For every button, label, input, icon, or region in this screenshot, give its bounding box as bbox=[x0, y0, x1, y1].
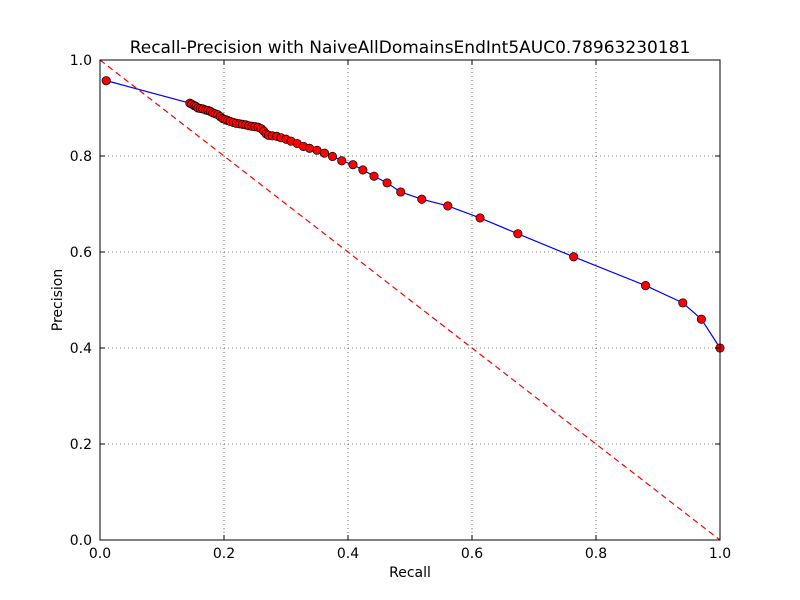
data-point bbox=[513, 229, 523, 239]
data-point bbox=[641, 281, 651, 291]
y-tick-label: 1.0 bbox=[70, 53, 92, 69]
data-point bbox=[319, 148, 329, 158]
x-tick-label: 0.6 bbox=[461, 546, 483, 562]
data-point bbox=[417, 194, 427, 204]
data-point bbox=[569, 252, 579, 262]
plot-area-frame bbox=[99, 59, 721, 541]
chart-title: Recall-Precision with NaiveAllDomainsEnd… bbox=[130, 38, 691, 58]
y-tick-label: 0.2 bbox=[70, 437, 92, 453]
x-tick-label: 0.0 bbox=[89, 546, 111, 562]
data-point bbox=[382, 178, 392, 188]
grid bbox=[100, 60, 720, 540]
x-tick-label: 0.2 bbox=[213, 546, 235, 562]
y-axis-label: Precision bbox=[50, 269, 66, 331]
series-layer bbox=[99, 59, 725, 541]
data-point bbox=[337, 156, 347, 166]
x-tick-label: 1.0 bbox=[709, 546, 731, 562]
x-axis-label: Recall bbox=[389, 565, 431, 581]
data-point bbox=[358, 165, 368, 175]
data-point bbox=[696, 314, 706, 324]
y-tick-label: 0.8 bbox=[70, 149, 92, 165]
data-point bbox=[101, 76, 111, 86]
random-baseline-line bbox=[99, 59, 721, 541]
ticks: 0.0 0.2 0.4 0.6 0.8 1.0 0.0 0.2 0.4 0.6 0.8 1.0 bbox=[70, 53, 731, 562]
x-tick-label: 0.4 bbox=[337, 546, 359, 562]
y-tick-label: 0.4 bbox=[70, 341, 92, 357]
data-point bbox=[348, 160, 358, 170]
data-point bbox=[475, 213, 485, 223]
data-point bbox=[305, 143, 315, 153]
data-point bbox=[369, 171, 379, 181]
data-point bbox=[678, 298, 688, 308]
data-point bbox=[443, 201, 453, 211]
data-point bbox=[327, 151, 338, 162]
x-tick-label: 0.8 bbox=[585, 546, 607, 562]
y-tick-label: 0.6 bbox=[70, 245, 92, 261]
y-tick-label: 0.0 bbox=[70, 533, 92, 549]
data-point bbox=[396, 187, 406, 197]
